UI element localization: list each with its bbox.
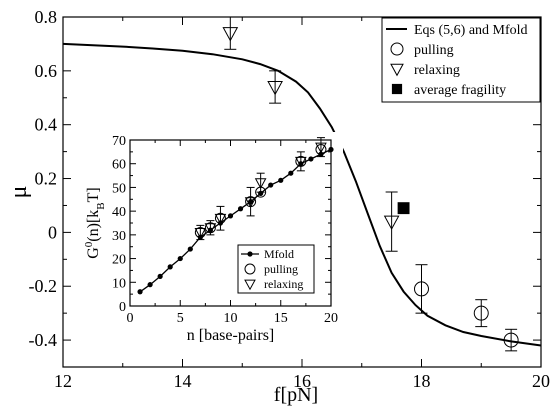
main-point-triangle-down [222, 27, 239, 42]
main-point-circle [414, 281, 429, 297]
main-x-tick-label: 18 [413, 371, 431, 391]
inset-mfold-point [167, 264, 173, 270]
main-legend-label: average fragility [414, 83, 506, 98]
inset-point-triangle-down [194, 228, 207, 239]
main-plot: 12 14 16 18 20 0.8 0.6 0.4 0.2 0 -0.2 -0.4 f[pN] μ Eqs… [6, 7, 550, 406]
main-x-tick-label: 12 [54, 371, 72, 391]
inset-x-tick-label: 10 [224, 311, 238, 326]
main-y-tick-label: -0.4 [29, 330, 58, 350]
inset-mfold-point [278, 177, 284, 183]
inset-legend-marker [244, 279, 256, 291]
inset-y-tick-label: 50 [112, 181, 126, 196]
main-x-axis-label: f[pN] [274, 384, 318, 406]
inset-y-tick-label: 40 [112, 205, 126, 220]
main-point-square-filled [397, 202, 410, 215]
inset-y-tick-label: 0 [119, 300, 126, 315]
inset-y-tick-label: 70 [112, 134, 126, 149]
inset-point-triangle-down [295, 156, 307, 168]
inset-mfold-point [137, 289, 143, 295]
inset-y-tick-label: 10 [112, 276, 126, 291]
main-legend-marker [390, 63, 404, 77]
inset-point-triangle-down [254, 178, 267, 189]
main-y-tick-label: -0.2 [29, 276, 58, 296]
main-legend-marker [391, 83, 403, 95]
main-point-circle [503, 332, 519, 348]
inset-legend-label: pulling [264, 262, 298, 276]
main-point-triangle-down [267, 80, 283, 96]
main-point-circle [473, 305, 489, 321]
inset-legend-marker [244, 263, 256, 275]
inset-mfold-point [237, 206, 244, 212]
inset-y-tick-label: 60 [112, 158, 126, 173]
main-y-tick-label: 0.6 [35, 61, 58, 81]
inset-y-tick-label: 20 [112, 253, 126, 268]
main-y-tick-label: 0 [48, 222, 57, 242]
inset-mfold-point [308, 156, 314, 162]
main-y-axis-label: μ [6, 186, 32, 199]
inset-mfold-point [147, 282, 153, 288]
main-legend: Eqs (5,6) and Mfold pulling relaxing averag… [381, 17, 541, 103]
inset-x-tick-label: 20 [324, 311, 338, 326]
inset-mfold-point [157, 273, 163, 279]
inset-mfold-point [227, 213, 234, 219]
inset-mfold-point [187, 246, 193, 252]
main-legend-label: pulling [414, 43, 454, 58]
main-legend-label: relaxing [414, 63, 460, 78]
main-y-tick-label: 0.4 [35, 115, 58, 135]
inset-x-tick-label: 5 [177, 311, 184, 326]
main-x-tick-label: 20 [532, 371, 550, 391]
inset-legend-label: Mfold [264, 247, 294, 261]
inset-point-triangle-down [244, 197, 257, 208]
inset-point-triangle-down [204, 223, 217, 235]
inset-point-triangle-down [214, 213, 227, 225]
inset-mfold-point [177, 255, 183, 262]
inset-x-axis-label: n [base-pairs] [187, 327, 275, 344]
inset-x-tick-label: 0 [127, 311, 134, 326]
main-point-triangle-down [383, 215, 400, 231]
inset-mfold-point [288, 170, 294, 176]
inset-point-triangle-down [315, 142, 327, 154]
inset-x-tick-label: 15 [274, 311, 288, 326]
inset-legend-label: relaxing [264, 277, 303, 291]
main-legend-box [381, 17, 541, 103]
main-legend-marker [390, 42, 404, 56]
inset-mfold-point [268, 182, 274, 188]
main-x-tick-label: 16 [293, 371, 311, 391]
main-y-tick-label: 0.2 [35, 169, 58, 189]
inset-mfold-point [328, 146, 334, 153]
main-y-tick-label: 0.8 [35, 7, 58, 27]
main-x-tick-label: 14 [174, 371, 192, 391]
inset-legend-dot [247, 251, 253, 257]
main-legend-label: Eqs (5,6) and Mfold [414, 23, 528, 38]
inset-y-tick-label: 30 [112, 229, 126, 244]
